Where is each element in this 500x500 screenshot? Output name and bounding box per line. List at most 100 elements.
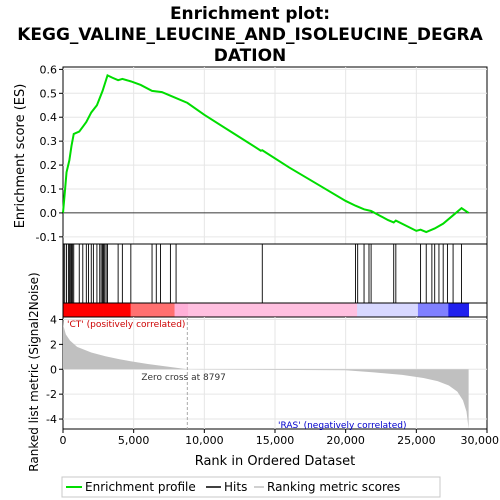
ranked-bar-segment — [401, 303, 405, 317]
ranked-bar-segment — [313, 303, 317, 317]
ranked-bar-segment — [154, 303, 159, 317]
es-y-tick-label: 0.1 — [40, 183, 58, 196]
ranked-bar-segment — [346, 303, 351, 317]
ranked-bar-segment — [407, 303, 412, 317]
ranked-bar-segment — [181, 303, 186, 317]
ranked-bar-segment — [235, 303, 240, 317]
ranked-bar-segment — [380, 303, 385, 317]
ranked-bar-segment — [441, 303, 446, 317]
x-tick-label: 15,000 — [256, 434, 295, 447]
ranked-bar-segment — [167, 303, 172, 317]
ranked-bar-segment — [232, 303, 236, 317]
ranked-bar-segment — [319, 303, 324, 317]
ranked-bar-segment — [96, 303, 101, 317]
ranked-bar-segment — [330, 303, 334, 317]
ranked-bar-segment — [316, 303, 321, 317]
x-tick-label: 10,000 — [185, 434, 224, 447]
ranked-bar-segment — [384, 303, 388, 317]
ranked-bar-segment — [133, 303, 138, 317]
ranked-bar-segment — [387, 303, 392, 317]
ranked-bar-segment — [404, 303, 409, 317]
ranked-bar-segment — [377, 303, 382, 317]
legend-box — [61, 476, 441, 498]
es-y-tick-label: 0.4 — [40, 111, 58, 124]
ranked-bar-segment — [428, 303, 432, 317]
ranked-bar-segment — [157, 303, 162, 317]
ranked-bar-segment — [343, 303, 348, 317]
ranked-bar-segment — [83, 303, 88, 317]
x-tick-label: 5,000 — [118, 434, 150, 447]
legend-ranking-metric-scores: Ranking metric scores — [267, 480, 400, 494]
ranked-bar-segment — [110, 303, 115, 317]
ranked-bar-segment — [390, 303, 395, 317]
ranked-bar-segment — [113, 303, 118, 317]
metric-y-axis-label: Ranked list metric (Signal2Noise) — [27, 272, 41, 471]
x-axis-ticks: 0 5,000 10,000 15,000 20,000 25,000 30,000 — [60, 429, 500, 447]
legend-enrichment-profile: Enrichment profile — [85, 480, 196, 494]
ranked-bar-segment — [421, 303, 426, 317]
es-y-axis-ticks: -0.1 0.0 0.1 0.2 0.3 0.4 0.5 0.6 — [36, 63, 63, 244]
ranked-bar-segment — [93, 303, 98, 317]
x-tick-label: 0 — [60, 434, 67, 447]
ranked-bar-segment — [431, 303, 436, 317]
ranked-bar-segment — [323, 303, 328, 317]
es-y-tick-label: 0.3 — [40, 135, 58, 148]
es-y-tick-label: 0.2 — [40, 159, 58, 172]
ranked-bar-segment — [353, 303, 358, 317]
ranked-bar-segment — [252, 303, 257, 317]
ranked-bar-segment — [357, 303, 361, 317]
ranked-bar-segment — [201, 303, 206, 317]
ranked-bar-segment — [259, 303, 263, 317]
ranked-bar-segment — [363, 303, 368, 317]
chart-title-line-2: KEGG_VALINE_LEUCINE_AND_ISOLEUCINE_DEGRA — [17, 25, 483, 45]
ranked-bar-segment — [465, 303, 470, 317]
ranked-bar-segment — [461, 303, 466, 317]
ranked-bar-segment — [69, 303, 74, 317]
ranked-bar-segment — [455, 303, 459, 317]
ranked-bar-segment — [292, 303, 297, 317]
ranked-bar-segment — [451, 303, 456, 317]
ranked-bar-segment — [174, 303, 179, 317]
ranked-bar-segment — [434, 303, 439, 317]
metric-y-tick-label: -4 — [46, 413, 57, 426]
ranked-bar-segment — [103, 303, 108, 317]
ranked-bar-segment — [360, 303, 365, 317]
ranked-bar-segment — [336, 303, 341, 317]
ranked-bar-segment — [262, 303, 267, 317]
ranked-bar-segment — [397, 303, 402, 317]
x-tick-label: 30,000 — [461, 434, 500, 447]
ranked-bar-segment — [299, 303, 304, 317]
ranked-bar-segment — [245, 303, 250, 317]
metric-y-axis-ticks: 4 2 0 -2 -4 — [46, 313, 63, 426]
ranked-bar-segment — [90, 303, 94, 317]
es-y-axis-label: Enrichment score (ES) — [13, 84, 28, 229]
ranked-bar-segment — [340, 303, 344, 317]
ranked-bar-segment — [137, 303, 142, 317]
ranked-bar-segment — [448, 303, 453, 317]
ranked-bar-segment — [424, 303, 429, 317]
hits-panel — [62, 243, 488, 304]
ranked-bar-segment — [215, 303, 219, 317]
ranked-bar-segment — [438, 303, 442, 317]
es-y-tick-label: 0.5 — [40, 87, 58, 100]
ranked-bar-segment — [306, 303, 311, 317]
ranked-bar-segment — [333, 303, 338, 317]
ranked-bar-segment — [248, 303, 253, 317]
x-tick-label: 25,000 — [397, 434, 436, 447]
ranked-bar-segment — [373, 303, 378, 317]
ranked-bar-segment — [350, 303, 355, 317]
ranked-bar-segment — [117, 303, 121, 317]
ranked-bar-segment — [66, 303, 71, 317]
ranked-bar-segment — [394, 303, 399, 317]
ranked-bar-segment — [79, 303, 84, 317]
ranked-bar-segment — [171, 303, 175, 317]
ranked-bar-segment — [269, 303, 273, 317]
ranked-bar-segment — [161, 303, 165, 317]
ranked-bar-segment — [100, 303, 104, 317]
ranked-bar-segment — [414, 303, 419, 317]
ranked-bar-segment — [188, 303, 192, 317]
hits-group — [62, 244, 463, 303]
ranked-bar-segment — [279, 303, 284, 317]
ranked-bar-segment — [198, 303, 202, 317]
